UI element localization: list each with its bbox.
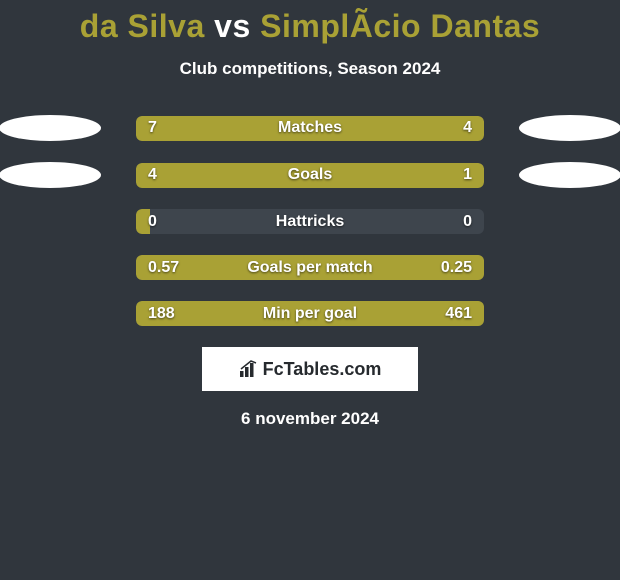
comparison-row: 0 0 Hattricks (0, 209, 620, 234)
stat-bar: 4 1 Goals (136, 163, 484, 188)
comparison-row: 7 4 Matches (0, 115, 620, 141)
comparison-row: 0.57 0.25 Goals per match (0, 255, 620, 280)
right-value: 4 (463, 119, 472, 137)
stat-label: Matches (278, 119, 342, 137)
stat-bar: 0 0 Hattricks (136, 209, 484, 234)
right-value: 0.25 (441, 259, 472, 277)
player2-ellipse (519, 162, 620, 188)
stat-label: Goals per match (247, 259, 372, 277)
logo-box: FcTables.com (202, 347, 418, 391)
player2-ellipse (519, 115, 620, 141)
left-value: 188 (148, 305, 175, 323)
right-value: 1 (463, 166, 472, 184)
left-value: 0 (148, 213, 157, 231)
date-text: 6 november 2024 (0, 409, 620, 429)
stat-label: Hattricks (276, 213, 344, 231)
stat-bar: 0.57 0.25 Goals per match (136, 255, 484, 280)
logo-text: FcTables.com (263, 359, 382, 380)
player2-name: SimplÃ­cio Dantas (260, 8, 540, 44)
vs-text: vs (214, 8, 251, 44)
bar-right-fill (414, 163, 484, 188)
comparison-infographic: da Silva vs SimplÃ­cio Dantas Club compe… (0, 0, 620, 429)
comparison-row: 188 461 Min per goal (0, 301, 620, 326)
stat-label: Goals (288, 166, 332, 184)
comparison-row: 4 1 Goals (0, 162, 620, 188)
stat-label: Min per goal (263, 305, 357, 323)
right-ellipse-slot (519, 162, 620, 188)
stat-bar: 7 4 Matches (136, 116, 484, 141)
right-ellipse-slot (519, 115, 620, 141)
chart-icon (239, 360, 259, 378)
player1-ellipse (0, 162, 101, 188)
logo: FcTables.com (239, 359, 382, 380)
right-value: 0 (463, 213, 472, 231)
player1-ellipse (0, 115, 101, 141)
left-value: 4 (148, 166, 157, 184)
subtitle: Club competitions, Season 2024 (0, 59, 620, 79)
comparison-rows: 7 4 Matches 4 1 Goals 0 0 Hattricks 0.57 0.25 Goals… (0, 115, 620, 326)
bar-left-fill (136, 163, 414, 188)
player1-name: da Silva (80, 8, 205, 44)
page-title: da Silva vs SimplÃ­cio Dantas (0, 8, 620, 45)
left-value: 7 (148, 119, 157, 137)
left-ellipse-slot (0, 162, 101, 188)
right-value: 461 (445, 305, 472, 323)
stat-bar: 188 461 Min per goal (136, 301, 484, 326)
left-value: 0.57 (148, 259, 179, 277)
left-ellipse-slot (0, 115, 101, 141)
